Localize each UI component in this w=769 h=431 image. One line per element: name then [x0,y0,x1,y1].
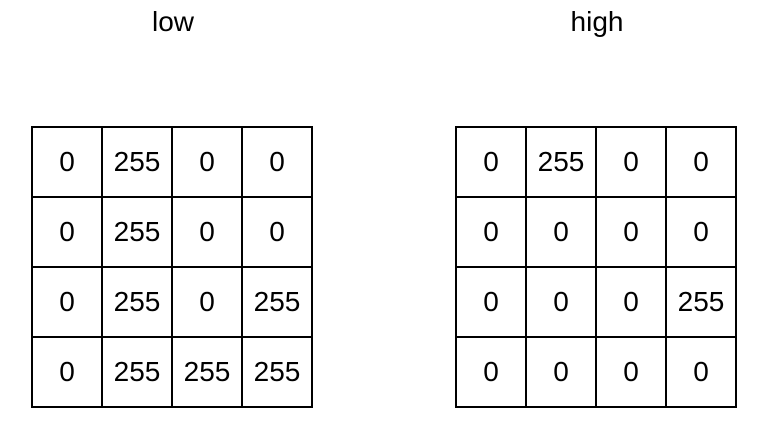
grid-cell: 255 [101,196,173,268]
grid-cell: 0 [31,336,103,408]
grid-row: 0 255 0 0 [31,126,313,198]
grid-cell: 0 [525,196,597,268]
grid-cell: 0 [455,196,527,268]
grid-cell: 0 [171,126,243,198]
grid-cell: 0 [455,336,527,408]
grid-cell: 0 [31,196,103,268]
grid-cell: 0 [31,266,103,338]
grid-cell: 0 [31,126,103,198]
grid-cell: 0 [171,196,243,268]
grid-cell: 255 [101,126,173,198]
grid-cell: 255 [241,336,313,408]
grid-cell: 0 [665,126,737,198]
grid-cell: 0 [455,126,527,198]
grid-cell: 0 [455,266,527,338]
grid-cell: 0 [241,196,313,268]
grid-row: 0 255 255 255 [31,336,313,408]
low-title: low [151,6,194,37]
grid-row: 0 255 0 0 [455,126,737,198]
grid-row: 0 0 0 0 [455,336,737,408]
grid-cell: 255 [665,266,737,338]
grid-row: 0 255 0 255 [31,266,313,338]
high-grid: 0 255 0 0 0 0 0 0 0 0 0 255 0 0 0 0 [455,126,737,408]
grid-row: 0 0 0 255 [455,266,737,338]
grid-cell: 0 [595,196,667,268]
low-grid: 0 255 0 0 0 255 0 0 0 255 0 255 0 255 25… [31,126,313,408]
grid-row: 0 255 0 0 [31,196,313,268]
grid-row: 0 0 0 0 [455,196,737,268]
grid-cell: 0 [241,126,313,198]
grid-cell: 0 [595,336,667,408]
grid-cell: 0 [525,266,597,338]
grid-cell: 0 [595,126,667,198]
grid-cell: 0 [665,336,737,408]
grid-cell: 0 [595,266,667,338]
grid-cell: 255 [171,336,243,408]
grid-cell: 0 [525,336,597,408]
grid-cell: 0 [171,266,243,338]
grid-cell: 255 [101,266,173,338]
grid-cell: 255 [101,336,173,408]
grid-cell: 255 [241,266,313,338]
grid-cell: 255 [525,126,597,198]
high-title: high [570,6,624,37]
grid-cell: 0 [665,196,737,268]
